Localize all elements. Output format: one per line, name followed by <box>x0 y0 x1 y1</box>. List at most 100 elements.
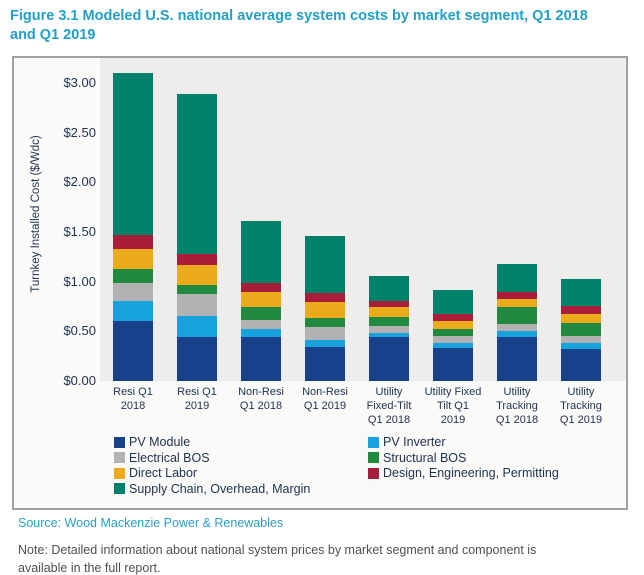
legend-item-structural-bos: Structural BOS <box>368 451 466 465</box>
x-category-label: Non-Resi Q1 2019 <box>281 385 369 413</box>
legend-item-design-engineering-permitting: Design, Engineering, Permitting <box>368 466 559 480</box>
x-category-label-line: 2019 <box>440 414 466 426</box>
x-category-label: Resi Q1 2019 <box>153 385 241 413</box>
bar-segment-structural-bos <box>177 285 217 294</box>
legend-label: PV Module <box>129 435 191 449</box>
x-category-label-line: 2018 <box>120 400 146 412</box>
y-tick-label: $2.50 <box>63 124 96 140</box>
bar-segment-design-engineering-permitting <box>241 283 281 292</box>
bar-segment-design-engineering-permitting <box>433 314 473 321</box>
bar-segment-pv-inverter <box>305 340 345 347</box>
bar-segment-pv-module <box>305 347 345 381</box>
bar-segment-structural-bos <box>433 329 473 336</box>
bar-segment-pv-inverter <box>369 333 409 337</box>
legend-swatch-icon <box>114 436 125 448</box>
legend-label: PV Inverter <box>383 435 446 449</box>
bar-segment-direct-labor <box>177 265 217 285</box>
stacked-bar-resi-q1-2018 <box>113 73 153 381</box>
bar-segment-structural-bos <box>497 307 537 324</box>
x-category-label: Non-Resi Q1 2018 <box>217 385 305 413</box>
x-category-label-line: Q1 2019 <box>559 414 603 426</box>
bar-segment-electrical-bos <box>497 324 537 331</box>
figure-title: Figure 3.1 Modeled U.S. national average… <box>10 7 635 45</box>
bar-segment-supply-chain-overhead-margin <box>113 73 153 235</box>
figure-title-line-2: and Q1 2019 <box>10 27 96 43</box>
x-category-label: Utility Tracking Q1 2019 <box>537 385 625 427</box>
x-category-label-line: Tracking <box>496 400 538 412</box>
legend-label: Design, Engineering, Permitting <box>383 466 559 480</box>
legend-row: Direct Labor Design, Engineering, Permitt… <box>14 466 626 482</box>
bar-segment-pv-module <box>433 348 473 381</box>
bar-segment-pv-inverter <box>177 316 217 337</box>
bar-segment-supply-chain-overhead-margin <box>305 236 345 293</box>
bar-segment-pv-module <box>177 337 217 381</box>
bar-segment-electrical-bos <box>561 336 601 343</box>
bar-segment-direct-labor <box>433 321 473 329</box>
x-category-label-line: Utility <box>567 386 595 398</box>
legend-label: Direct Labor <box>129 466 198 480</box>
legend-label: Supply Chain, Overhead, Margin <box>129 481 311 496</box>
x-category-label-line: Q1 2018 <box>495 414 539 426</box>
x-category-label: Resi Q1 2018 <box>89 385 177 413</box>
note-text-line-1: Note: Detailed information about nationa… <box>18 543 537 557</box>
y-tick-label: $3.00 <box>63 75 96 91</box>
y-tick-label: $1.00 <box>63 273 96 289</box>
bar-segment-supply-chain-overhead-margin <box>433 290 473 314</box>
bar-segment-direct-labor <box>369 307 409 317</box>
legend-item-pv-inverter: PV Inverter <box>368 435 446 449</box>
x-category-label-line: Non-Resi <box>238 386 284 398</box>
bar-segment-direct-labor <box>113 249 153 269</box>
x-category-label-line: Tracking <box>560 400 602 412</box>
bar-segment-structural-bos <box>305 318 345 327</box>
x-category-label-line: Tilt Q1 <box>437 400 469 412</box>
figure-title-line-1: Figure 3.1 Modeled U.S. national average… <box>10 8 588 24</box>
legend-row: Supply Chain, Overhead, Margin <box>14 482 626 498</box>
legend-item-direct-labor: Direct Labor <box>114 466 197 480</box>
x-category-label-line: Resi Q1 <box>113 386 153 398</box>
bar-segment-direct-labor <box>561 314 601 323</box>
stacked-bar-utility-fixed-tilt-q1-2018 <box>369 276 409 381</box>
bar-segment-pv-module <box>241 337 281 381</box>
legend-item-supply-chain-overhead-margin: Supply Chain, Overhead, Margin <box>114 482 310 496</box>
x-category-label: Utility Fixed-Tilt Q1 2018 <box>345 385 433 427</box>
x-category-label-line: Q1 2018 <box>367 414 411 426</box>
bar-segment-pv-inverter <box>241 329 281 337</box>
stacked-bar-utility-tracking-q1-2018 <box>497 264 537 381</box>
bar-segment-structural-bos <box>369 317 409 326</box>
chart-legend: PV Module PV Inverter Electrical BOS Struct… <box>14 435 626 497</box>
bar-segment-design-engineering-permitting <box>369 301 409 307</box>
bar-segment-direct-labor <box>497 299 537 307</box>
legend-label: Electrical BOS <box>129 450 210 465</box>
bar-segment-electrical-bos <box>113 283 153 301</box>
chart-frame: Turnkey Installed Cost ($/Wdc) $0.00 $0.5… <box>12 56 628 510</box>
stacked-bar-resi-q1-2019 <box>177 94 217 381</box>
chart-area: Turnkey Installed Cost ($/Wdc) $0.00 $0.5… <box>14 58 626 508</box>
x-category-label-line: Utility <box>503 386 531 398</box>
bar-segment-pv-inverter <box>433 343 473 348</box>
legend-swatch-icon <box>114 467 125 479</box>
x-category-label-line: Utility <box>375 386 403 398</box>
bar-segment-structural-bos <box>113 269 153 283</box>
bar-segment-electrical-bos <box>433 336 473 343</box>
y-tick-label: $0.00 <box>63 373 96 388</box>
bar-segment-design-engineering-permitting <box>561 306 601 314</box>
x-category-label-line: 2019 <box>184 400 210 412</box>
bar-segment-design-engineering-permitting <box>497 292 537 299</box>
bar-segment-pv-module <box>113 321 153 381</box>
x-category-label: Utility Tracking Q1 2018 <box>473 385 561 427</box>
note-text-line-2: available in the full report. <box>18 561 161 575</box>
bar-segment-pv-module <box>369 337 409 381</box>
legend-label: Structural BOS <box>383 450 467 465</box>
x-category-label-line: Q1 2019 <box>303 400 347 412</box>
legend-swatch-icon <box>368 452 379 463</box>
bar-segment-pv-module <box>497 337 537 381</box>
bar-segment-supply-chain-overhead-margin <box>369 276 409 301</box>
bar-segment-design-engineering-permitting <box>177 254 217 265</box>
x-category-label-line: Fixed-Tilt <box>366 400 412 412</box>
bar-segment-supply-chain-overhead-margin <box>561 279 601 306</box>
x-category-label-line: Non-Resi <box>302 386 348 398</box>
y-tick-label: $2.00 <box>63 174 96 190</box>
bar-segment-pv-inverter <box>561 343 601 349</box>
bar-segment-design-engineering-permitting <box>305 293 345 302</box>
